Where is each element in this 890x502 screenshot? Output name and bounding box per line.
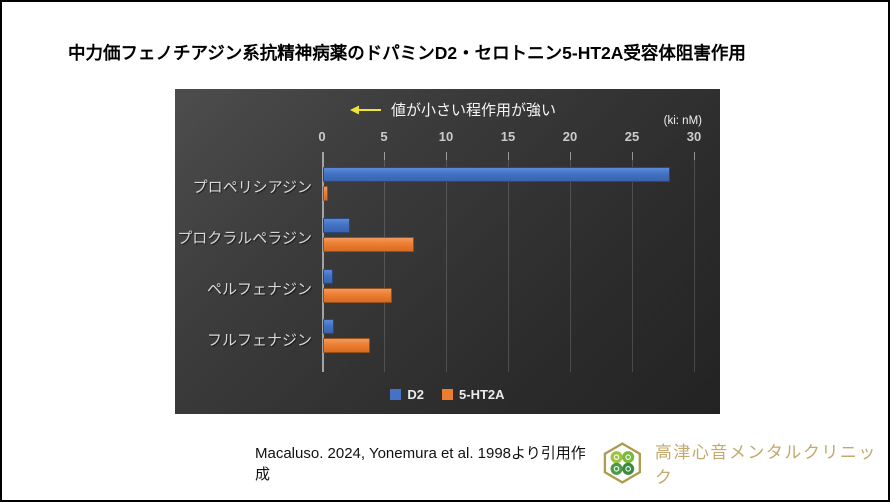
y-axis-line xyxy=(322,152,324,372)
x-tick-label-20: 20 xyxy=(562,129,578,144)
bar-d2-1 xyxy=(323,217,351,233)
x-tickmark-20 xyxy=(570,152,571,160)
category-row-1: プロクラルペラジン xyxy=(175,212,720,263)
legend-label-d2: D2 xyxy=(407,387,425,402)
bar-d2-2 xyxy=(323,268,333,284)
category-row-3: フルフェナジン xyxy=(175,313,720,364)
bar-5-ht2a-3 xyxy=(323,338,371,354)
legend-label-5-ht2a: 5-HT2A xyxy=(459,387,505,402)
category-row-2: ペルフェナジン xyxy=(175,263,720,314)
clinic-name: 高津心音メンタルクリニック xyxy=(654,443,877,487)
x-tick-label-15: 15 xyxy=(500,129,516,144)
x-tick-label-5: 5 xyxy=(380,129,388,144)
chart-title: 中力価フェノチアジン系抗精神病薬のドパミンD2・セロトニン5-HT2A受容体阻害… xyxy=(68,43,746,63)
left-arrow-icon xyxy=(350,105,381,114)
chart-panel: 値が小さい程作用が強い (ki: nM) 0 5 10 15 20 25 30 プロペリシア… xyxy=(175,89,720,414)
legend-swatch-5-ht2a xyxy=(442,389,454,400)
category-label-1: プロクラルペラジン xyxy=(177,230,312,248)
x-tick-label-25: 25 xyxy=(624,129,640,144)
x-tick-label-30: 30 xyxy=(686,129,702,144)
bar-d2-3 xyxy=(323,319,335,335)
citation-text: Macaluso. 2024, Yonemura et al. 1998より引用… xyxy=(255,445,586,483)
legend-item-5-ht2a: 5-HT2A xyxy=(442,387,505,402)
legend: D2 5-HT2A xyxy=(175,387,720,402)
bar-5-ht2a-1 xyxy=(323,236,414,252)
x-tick-label-10: 10 xyxy=(438,129,454,144)
gridline-25 xyxy=(632,152,633,372)
legend-swatch-d2 xyxy=(390,389,402,400)
gridline-5 xyxy=(384,152,385,372)
category-label-3: フルフェナジン xyxy=(206,331,312,349)
x-tick-label-0: 0 xyxy=(318,129,326,144)
category-label-0: プロペリシアジン xyxy=(192,179,312,197)
gridline-20 xyxy=(570,152,571,372)
x-tickmark-15 xyxy=(508,152,509,160)
category-row-0: プロペリシアジン xyxy=(175,161,720,212)
x-tickmark-30 xyxy=(694,152,695,160)
unit-label: (ki: nM) xyxy=(663,115,702,127)
footer: Macaluso. 2024, Yonemura et al. 1998より引用… xyxy=(255,438,888,488)
gridline-10 xyxy=(446,152,447,372)
annotation: 値が小さい程作用が強い xyxy=(350,99,556,120)
bar-d2-0 xyxy=(323,167,671,182)
gridline-30 xyxy=(694,152,695,372)
plot-area: プロペリシアジンプロクラルペラジンペルフェナジン フルフェナジン xyxy=(175,161,720,364)
hexagon-clover-logo-icon xyxy=(603,442,642,484)
legend-item-d2: D2 xyxy=(390,387,424,402)
bar-5-ht2a-2 xyxy=(323,287,393,303)
x-tickmark-5 xyxy=(384,152,385,160)
gridline-15 xyxy=(508,152,509,372)
x-tickmark-10 xyxy=(446,152,447,160)
x-tickmark-25 xyxy=(632,152,633,160)
annotation-text: 値が小さい程作用が強い xyxy=(391,102,557,119)
category-label-2: ペルフェナジン xyxy=(206,280,312,298)
bar-5-ht2a-0 xyxy=(323,186,328,201)
